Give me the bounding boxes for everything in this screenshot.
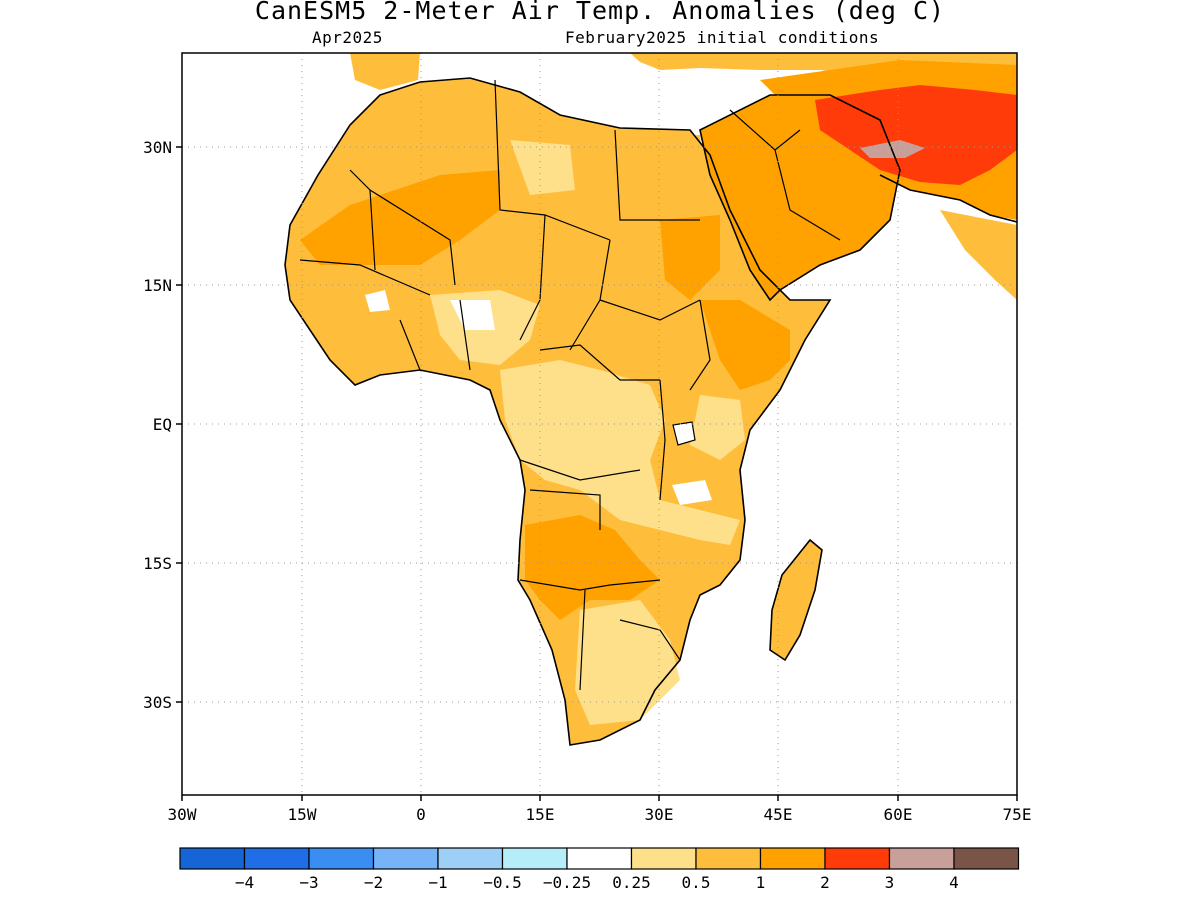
map-title: CanESM5 2-Meter Air Temp. Anomalies (deg… — [254, 0, 946, 25]
grid-lines — [182, 53, 1017, 795]
colorbar-swatch — [630, 847, 697, 870]
axis-ticks — [176, 146, 1018, 801]
colorbar-labels: −4 −3 −2 −1 −0.5 −0.25 0.25 0.5 1 2 3 4 — [235, 873, 959, 892]
colorbar-label: 0.5 — [682, 873, 711, 892]
colorbar-label: −0.25 — [543, 873, 591, 892]
lon-label: 30W — [168, 805, 197, 824]
colorbar-label: 0.25 — [612, 873, 651, 892]
madagascar — [770, 540, 822, 660]
land-area — [182, 53, 1017, 746]
colorbar-label: −2 — [364, 873, 383, 892]
lon-label: 15E — [526, 805, 555, 824]
lon-label: 0 — [416, 805, 426, 824]
colorbar-swatch — [888, 847, 955, 870]
colorbar-label: 4 — [949, 873, 959, 892]
lon-label: 30E — [645, 805, 674, 824]
colorbar-label: −1 — [428, 873, 447, 892]
colorbar-swatch — [566, 847, 633, 870]
colorbar-label: 1 — [756, 873, 766, 892]
colorbar-label: −3 — [299, 873, 318, 892]
colorbar-swatch — [953, 847, 1020, 870]
colorbar-swatch — [695, 847, 762, 870]
colorbar-swatch — [437, 847, 504, 870]
lat-label: 15S — [143, 554, 172, 573]
colorbar-swatch — [501, 847, 568, 870]
forecast-month: Apr2025 — [312, 28, 383, 47]
country-borders — [299, 79, 841, 691]
colorbar-label: −4 — [235, 873, 254, 892]
coastlines — [284, 77, 1017, 746]
lon-label: 75E — [1003, 805, 1032, 824]
colorbar-swatch — [824, 847, 891, 870]
lon-label: 45E — [764, 805, 793, 824]
lat-label: EQ — [153, 415, 172, 434]
colorbar-label: −0.5 — [483, 873, 522, 892]
lat-label: 30N — [143, 138, 172, 157]
colorbar-label: 3 — [885, 873, 895, 892]
colorbar-swatch — [372, 847, 439, 870]
initial-conditions: February2025 initial conditions — [565, 28, 880, 47]
colorbar-swatch — [243, 847, 310, 870]
lat-label: 30S — [143, 693, 172, 712]
colorbar-swatch — [179, 847, 246, 870]
colorbar-swatch — [308, 847, 375, 870]
lake-victoria — [672, 421, 696, 446]
colorbar — [179, 847, 1020, 870]
colorbar-swatch — [759, 847, 826, 870]
lat-label: 15N — [143, 276, 172, 295]
colorbar-label: 2 — [820, 873, 830, 892]
lon-label: 60E — [884, 805, 913, 824]
lon-label: 15W — [288, 805, 317, 824]
